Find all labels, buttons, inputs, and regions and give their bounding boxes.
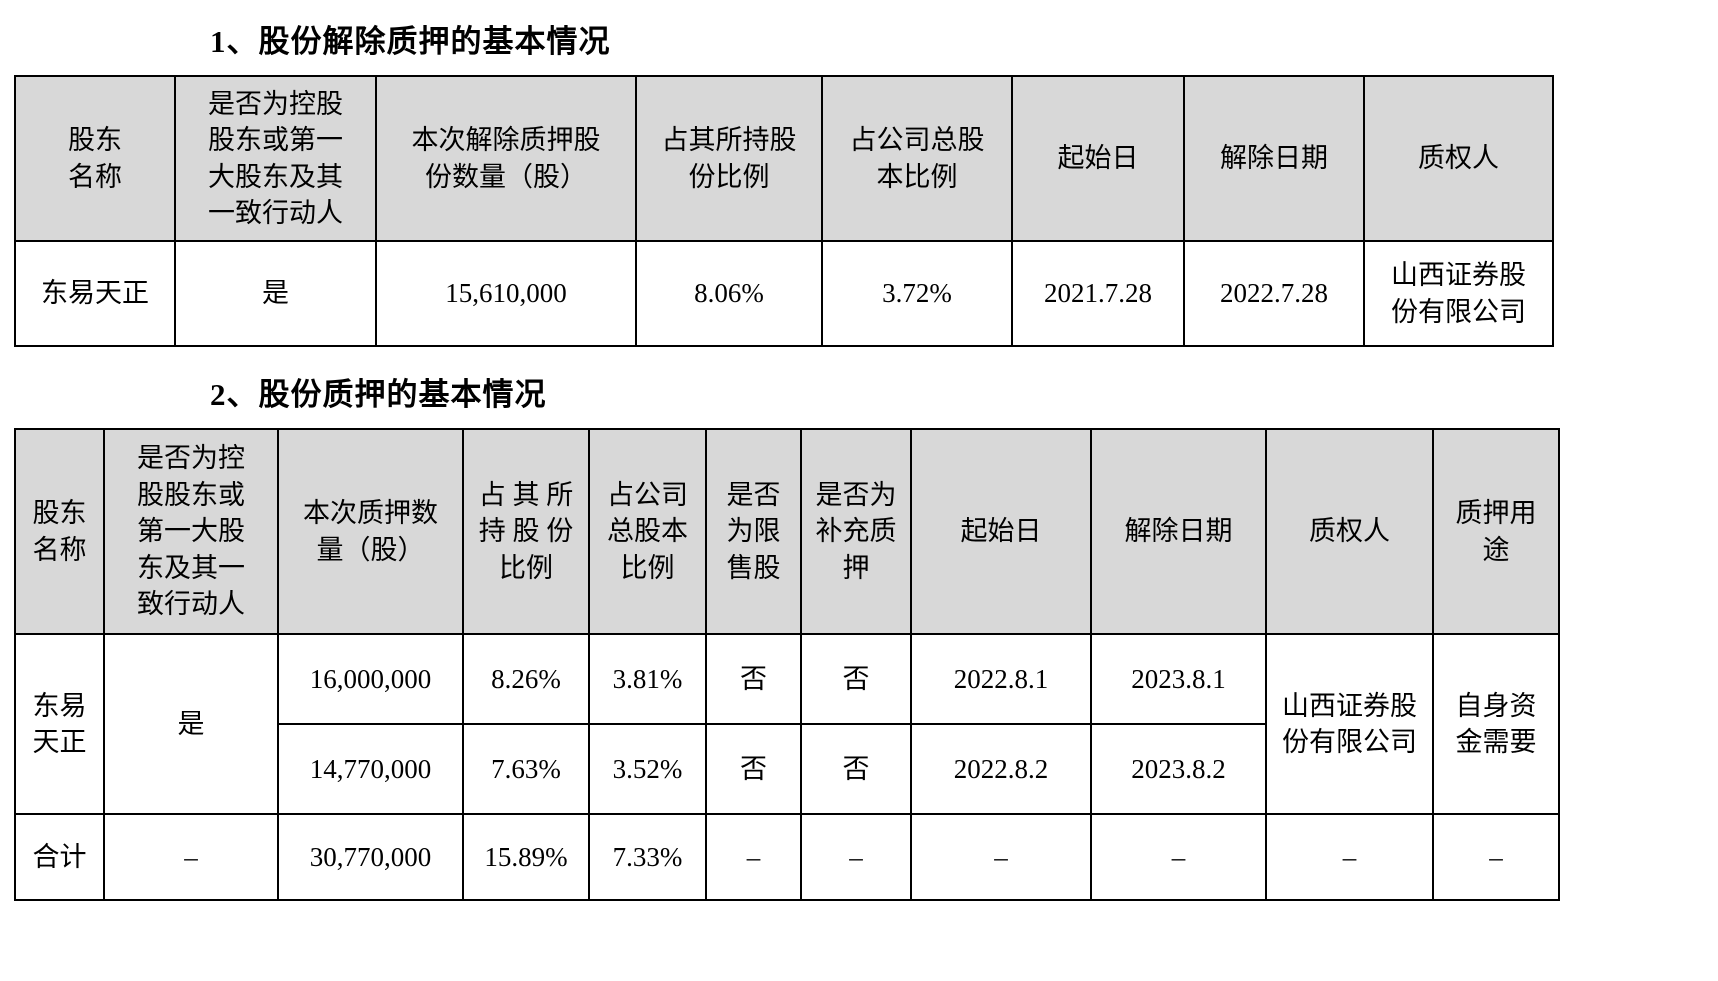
table1-cell-released-shares: 15,610,000 — [375, 240, 637, 347]
table2-cell-pct-of-holdings-1: 8.26% — [462, 633, 590, 725]
table1-data-row: 东易天正 是 15,610,000 8.06% 3.72% 2021.7.28 … — [14, 240, 1554, 347]
table2-total-start-date: – — [910, 813, 1092, 901]
table2-header-pledge-purpose: 质押用 途 — [1432, 428, 1560, 635]
table2-cell-shareholder-name: 东易 天正 — [14, 633, 105, 815]
table2-cell-start-date-2: 2022.8.2 — [910, 723, 1092, 815]
table2-header-restricted-shares: 是否 为限 售股 — [705, 428, 802, 635]
table2-total-pct-of-holdings: 15.89% — [462, 813, 590, 901]
table2-cell-pct-of-total-capital-1: 3.81% — [588, 633, 707, 725]
table2-total-controlling-shareholder: – — [103, 813, 279, 901]
table2-header-release-date: 解除日期 — [1090, 428, 1267, 635]
table1-header-row: 股东 名称 是否为控股 股东或第一 大股东及其 一致行动人 本次解除质押股 份数… — [14, 75, 1554, 242]
table2-total-row: 合计 – 30,770,000 15.89% 7.33% – – – – – – — [14, 813, 1560, 901]
table2-header-controlling-shareholder: 是否为控 股股东或 第一大股 东及其一 致行动人 — [103, 428, 279, 635]
table2-total-supplementary: – — [800, 813, 912, 901]
table2-cell-restricted-1: 否 — [705, 633, 802, 725]
table2-header-shareholder-name: 股东 名称 — [14, 428, 105, 635]
table2-total-pledge-purpose: – — [1432, 813, 1560, 901]
table2-cell-pledgee: 山西证券股 份有限公司 — [1265, 633, 1434, 815]
table2-cell-supplementary-2: 否 — [800, 723, 912, 815]
section1-title: 1、股份解除质押的基本情况 — [210, 24, 611, 59]
table2-cell-pledge-purpose: 自身资 金需要 — [1432, 633, 1560, 815]
table2-cell-supplementary-1: 否 — [800, 633, 912, 725]
table1-cell-controlling-shareholder: 是 — [174, 240, 377, 347]
table2-total-pledged-shares: 30,770,000 — [277, 813, 464, 901]
table1-cell-pct-of-total-capital: 3.72% — [821, 240, 1013, 347]
table2-total-restricted: – — [705, 813, 802, 901]
pledge-release-table: 股东 名称 是否为控股 股东或第一 大股东及其 一致行动人 本次解除质押股 份数… — [14, 75, 1554, 347]
table2-total-label: 合计 — [14, 813, 105, 901]
table1-cell-pledgee: 山西证券股 份有限公司 — [1363, 240, 1554, 347]
pledge-table: 股东 名称 是否为控 股股东或 第一大股 东及其一 致行动人 本次质押数 量（股… — [14, 428, 1560, 901]
table1-header-start-date: 起始日 — [1011, 75, 1185, 242]
table2-cell-pledged-shares-2: 14,770,000 — [277, 723, 464, 815]
table2-cell-release-date-2: 2023.8.2 — [1090, 723, 1267, 815]
table2-cell-pct-of-holdings-2: 7.63% — [462, 723, 590, 815]
table1-header-controlling-shareholder: 是否为控股 股东或第一 大股东及其 一致行动人 — [174, 75, 377, 242]
table2-data-row-2: 14,770,000 7.63% 3.52% 否 否 2022.8.2 2023… — [15, 723, 1559, 815]
table2-total-release-date: – — [1090, 813, 1267, 901]
table1-cell-release-date: 2022.7.28 — [1183, 240, 1365, 347]
table2-cell-restricted-2: 否 — [705, 723, 802, 815]
table1-cell-pct-of-holdings: 8.06% — [635, 240, 823, 347]
table2-cell-pct-of-total-capital-2: 3.52% — [588, 723, 707, 815]
table2-cell-pledged-shares-1: 16,000,000 — [277, 633, 464, 725]
table2-total-pledgee: – — [1265, 813, 1434, 901]
table1-header-shareholder-name: 股东 名称 — [14, 75, 176, 242]
table1-header-pct-of-total-capital: 占公司总股 本比例 — [821, 75, 1013, 242]
table1-header-release-date: 解除日期 — [1183, 75, 1365, 242]
table2-cell-start-date-1: 2022.8.1 — [910, 633, 1092, 725]
table2-header-supplementary-pledge: 是否为 补充质 押 — [800, 428, 912, 635]
table1-header-pct-of-holdings: 占其所持股 份比例 — [635, 75, 823, 242]
table1-cell-shareholder-name: 东易天正 — [14, 240, 176, 347]
table1-header-pledgee: 质权人 — [1363, 75, 1554, 242]
table2-data-row-1: 东易 天正 是 16,000,000 8.26% 3.81% 否 否 2022.… — [14, 633, 1560, 815]
table2-cell-release-date-1: 2023.8.1 — [1090, 633, 1267, 725]
table1-cell-start-date: 2021.7.28 — [1011, 240, 1185, 347]
table2-header-pct-of-holdings: 占 其 所 持 股 份 比例 — [462, 428, 590, 635]
table2-header-start-date: 起始日 — [910, 428, 1092, 635]
table2-header-pledgee: 质权人 — [1265, 428, 1434, 635]
table2-header-row: 股东 名称 是否为控 股股东或 第一大股 东及其一 致行动人 本次质押数 量（股… — [14, 428, 1560, 635]
section2-title: 2、股份质押的基本情况 — [210, 377, 547, 412]
table2-cell-controlling-shareholder: 是 — [103, 633, 279, 815]
table2-header-pledged-shares: 本次质押数 量（股） — [277, 428, 464, 635]
table2-total-pct-of-total-capital: 7.33% — [588, 813, 707, 901]
table2-header-pct-of-total-capital: 占公司 总股本 比例 — [588, 428, 707, 635]
table1-header-released-shares: 本次解除质押股 份数量（股） — [375, 75, 637, 242]
